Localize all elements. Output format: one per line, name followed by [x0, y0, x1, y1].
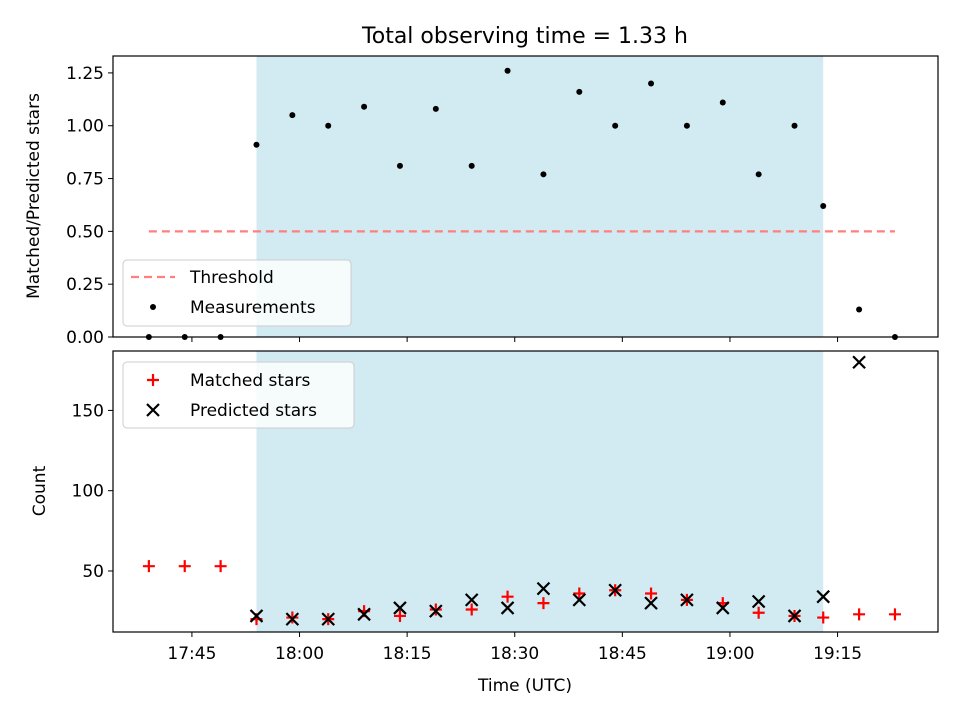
x-tick-label: 18:45: [598, 644, 647, 664]
x-tick-label: 18:30: [490, 644, 539, 664]
predicted-star-point: [716, 601, 730, 615]
measurement-point: [504, 67, 511, 74]
bottom-y-axis-label: Count: [30, 465, 50, 516]
predicted-star-point: [429, 604, 443, 618]
measurement-point: [856, 306, 863, 313]
matched-star-point: [573, 587, 586, 600]
matched-star-point: [645, 587, 658, 600]
matched-star-point: [214, 560, 227, 573]
predicted-star-point: [321, 612, 335, 626]
predicted-star-point: [751, 594, 766, 609]
predicted-star-point: [572, 593, 587, 607]
x-tick-label: 18:00: [275, 644, 324, 664]
measurement-point: [468, 162, 475, 169]
predicted-star-point: [644, 596, 658, 610]
x-axis-label: Time (UTC): [477, 676, 572, 696]
top-axes-frame: [112, 55, 939, 338]
bottom-y-tick-label: 150: [72, 401, 104, 421]
x-tick-label: 19:00: [705, 644, 754, 664]
predicted-star-point: [536, 581, 551, 596]
predicted-star-point: [357, 607, 371, 622]
bottom-axes-frame: [112, 350, 939, 633]
measurement-point: [396, 162, 403, 169]
measurement-point: [540, 171, 547, 178]
bottom-legend: Matched stars Predicted stars: [122, 361, 355, 429]
x-tick-label: 17:45: [167, 644, 216, 664]
predicted-star-point: [816, 589, 830, 604]
top-legend-box: [122, 259, 352, 327]
legend-threshold-label: Threshold: [189, 268, 274, 288]
predicted-star-point: [285, 612, 300, 626]
matched-star-point: [465, 603, 478, 616]
predicted-star-point: [608, 583, 622, 598]
measurement-point: [820, 203, 827, 210]
predicted-star-point: [464, 593, 479, 607]
chart-title: Total observing time = 1.33 h: [361, 24, 688, 49]
predicted-star-point: [500, 601, 515, 615]
matched-star-point: [537, 597, 550, 610]
measurement-point: [719, 99, 726, 106]
measurement-point: [576, 88, 583, 95]
matched-star-point: [817, 611, 830, 624]
predicted-star-point: [393, 601, 407, 615]
top-y-tick-label: 1.25: [66, 64, 104, 84]
measurement-point: [432, 105, 439, 112]
predicted-star-point: [787, 609, 802, 623]
measurement-point: [648, 80, 655, 87]
top-legend: Threshold Measurements: [122, 259, 352, 327]
measurement-point: [683, 122, 690, 129]
measurement-point: [791, 122, 798, 129]
x-tick-label: 18:15: [383, 644, 432, 664]
matched-star-point: [393, 609, 406, 622]
matched-star-point: [286, 611, 299, 624]
top-y-tick-label: 0.25: [66, 275, 104, 295]
legend-matched-swatch: [147, 374, 159, 386]
top-y-axis-label: Matched/Predicted stars: [24, 93, 44, 299]
legend-predicted-label: Predicted stars: [190, 401, 317, 421]
legend-measurements-label: Measurements: [190, 298, 316, 318]
matched-star-point: [752, 606, 765, 619]
measurement-point: [253, 141, 260, 148]
bottom-legend-box: [122, 361, 355, 429]
predicted-star-point: [249, 609, 264, 623]
bottom-panel: 50 100 150 17:45 18:00 18:15 18:30 18:45 19:00 19…: [30, 350, 939, 696]
bottom-y-tick-label: 50: [82, 562, 104, 582]
measurement-point: [361, 103, 368, 110]
top-y-tick-label: 0.75: [66, 170, 104, 190]
measurement-point: [289, 112, 296, 119]
measurement-point: [755, 171, 762, 178]
legend-predicted-swatch: [146, 403, 160, 417]
matched-star-point: [501, 590, 514, 603]
matched-star-point: [178, 560, 191, 573]
matched-star-point: [142, 560, 155, 573]
legend-measurements-swatch: [150, 304, 156, 310]
predicted-star-point: [680, 593, 694, 607]
matched-star-point: [853, 608, 866, 621]
legend-matched-label: Matched stars: [190, 371, 310, 391]
top-y-tick-label: 0.50: [66, 222, 104, 242]
matched-star-point: [888, 608, 901, 621]
x-tick-label: 19:15: [813, 644, 862, 664]
predicted-star-point: [852, 355, 866, 370]
top-panel: 0.00 0.25 0.50 0.75 1.00 1.25 Matched/Predict…: [24, 55, 939, 348]
measurement-point: [325, 122, 332, 129]
bottom-y-tick-label: 100: [72, 482, 104, 502]
top-y-tick-label: 1.00: [66, 117, 104, 137]
measurement-point: [612, 122, 619, 129]
top-y-tick-label: 0.00: [66, 328, 104, 348]
matched-star-point: [429, 603, 442, 616]
